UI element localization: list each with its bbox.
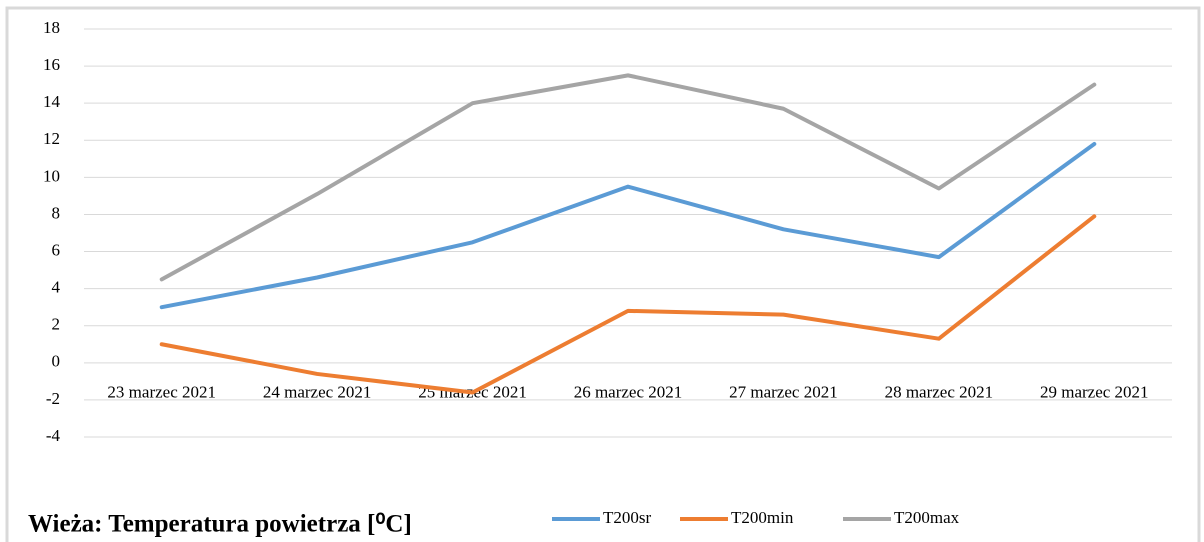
- y-tick-label: 6: [52, 240, 61, 259]
- y-tick-label: 10: [43, 166, 60, 185]
- x-tick-label: 28 marzec 2021: [885, 383, 994, 402]
- y-tick-label: 12: [43, 129, 60, 148]
- chart-title: Wieża: Temperatura powietrza [⁰C]: [28, 511, 412, 538]
- y-tick-label: 4: [52, 278, 61, 297]
- x-tick-label: 29 marzec 2021: [1040, 383, 1149, 402]
- series-line: [159, 141, 1097, 310]
- y-tick-label: 14: [43, 92, 61, 111]
- x-tick-label: 24 marzec 2021: [263, 383, 372, 402]
- chart-frame: [5, 6, 1201, 542]
- legend-label: T200sr: [603, 508, 652, 527]
- y-tick-label: -4: [46, 426, 61, 445]
- series-line: [159, 214, 1097, 395]
- y-tick-label: 18: [43, 18, 60, 37]
- y-tick-label: 2: [52, 315, 61, 334]
- y-tick-label: 16: [43, 55, 60, 74]
- series-line: [159, 73, 1097, 282]
- x-tick-label: 23 marzec 2021: [107, 383, 216, 402]
- y-tick-label: 8: [52, 203, 61, 222]
- x-tick-label: 27 marzec 2021: [729, 383, 838, 402]
- legend-label: T200min: [731, 508, 794, 527]
- x-tick-label: 26 marzec 2021: [574, 383, 683, 402]
- y-tick-label: -2: [46, 389, 60, 408]
- y-tick-label: 0: [52, 352, 61, 371]
- legend-label: T200max: [894, 508, 960, 527]
